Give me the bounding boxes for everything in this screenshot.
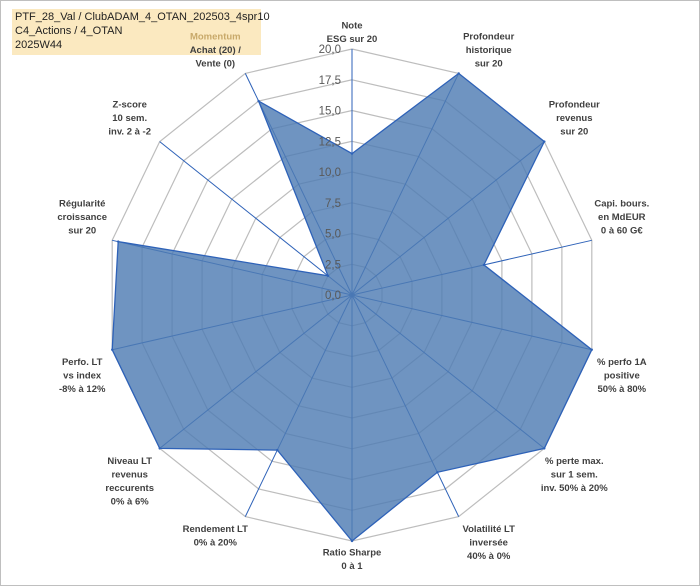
data-point: [111, 348, 114, 351]
axis-label-line: Note: [341, 21, 362, 32]
tick-label: 5,0: [325, 229, 341, 241]
axis-label: Niveau LT revenus reccurents 0% à 6%: [105, 456, 154, 508]
axis-label-line: Profondeur: [549, 100, 600, 111]
axis-label-line: Niveau LT: [107, 456, 152, 467]
axis-label-line: reccurents: [105, 483, 154, 494]
portfolio-title: PTF_28_Val / ClubADAM_4_OTAN_202503_4spr…: [15, 11, 270, 23]
data-point: [257, 99, 260, 103]
tick-label: 12,5: [319, 136, 341, 148]
data-point: [543, 447, 546, 450]
axis-label-line: Perfo. LT: [62, 357, 103, 368]
axis-label-line: historique: [466, 45, 512, 56]
data-point: [276, 448, 279, 452]
axis-label-line: inv. 50% à 20%: [541, 483, 608, 494]
axis-label: Momentum Achat (20) / Vente (0): [190, 31, 242, 69]
axis-label: Régularité croissance sur 20: [57, 198, 107, 236]
data-point: [158, 447, 161, 450]
axis-label-line: inversée: [469, 538, 508, 549]
axis-label-line: % perfo 1A: [597, 357, 647, 368]
axis-label-line: 0% à 20%: [194, 538, 238, 549]
axis-label-line: Ratio Sharpe: [323, 548, 382, 559]
axis-label-line: Vente (0): [195, 58, 235, 69]
axis-label-line: 0% à 6%: [111, 496, 150, 507]
axis-label-line: revenus: [556, 113, 592, 124]
axis-label-line: 40% à 0%: [467, 551, 511, 562]
axis-label-line: en MdEUR: [598, 212, 646, 223]
axis-label-line: Momentum: [190, 31, 241, 42]
axis-label: Profondeur historique sur 20: [463, 31, 514, 69]
axis-label: Rendement LT 0% à 20%: [183, 524, 248, 549]
tick-label: 15,0: [319, 106, 341, 118]
axis-label-line: 0 à 1: [341, 561, 363, 572]
axis-label-line: -8% à 12%: [59, 384, 106, 395]
axis-label-line: % perte max.: [545, 456, 604, 467]
axis-label: Perfo. LT vs index -8% à 12%: [59, 357, 106, 395]
axis-label-line: Profondeur: [463, 31, 514, 42]
axis-label-line: revenus: [111, 469, 147, 480]
axis-label-line: Rendement LT: [183, 524, 248, 535]
data-point: [543, 140, 546, 143]
data-point: [590, 348, 593, 351]
tick-label: 0,0: [325, 290, 341, 302]
axis-label-line: 0 à 60 G€: [601, 225, 643, 236]
axis-label-line: ESG sur 20: [327, 34, 378, 45]
axis-label-line: croissance: [57, 212, 107, 223]
data-point: [326, 274, 330, 277]
data-point: [350, 539, 354, 543]
axis-label-line: Régularité: [59, 198, 105, 209]
axis-label-line: vs index: [63, 371, 102, 382]
axis-label: % perte max. sur 1 sem. inv. 50% à 20%: [541, 456, 608, 494]
data-point: [350, 152, 354, 155]
axis-label: Capi. bours. en MdEUR 0 à 60 G€: [594, 198, 649, 236]
axis-label-line: positive: [604, 371, 640, 382]
tick-label: 17,5: [319, 75, 341, 87]
data-point: [457, 72, 460, 75]
axis-label-line: 10 sem.: [112, 113, 147, 124]
portfolio-subtitle: C4_Actions / 4_OTAN: [15, 25, 123, 37]
data-point: [482, 263, 486, 267]
axis-label: Ratio Sharpe 0 à 1: [323, 548, 382, 573]
tick-label: 20,0: [319, 44, 341, 56]
axis-label-line: Volatilité LT: [462, 524, 515, 535]
axis-label-line: inv. 2 à -2: [108, 127, 151, 138]
chart-title-box: [12, 9, 261, 55]
axis-label-line: Achat (20) /: [190, 45, 242, 56]
axis-spoke: [159, 141, 353, 296]
axis-label-line: Z-score: [113, 100, 147, 111]
axis-label: Z-score 10 sem. inv. 2 à -2: [108, 100, 151, 138]
axis-label-line: 50% à 80%: [598, 384, 647, 395]
tick-label: 7,5: [325, 198, 341, 210]
tick-label: 10,0: [319, 167, 341, 179]
axis-label-line: Capi. bours.: [594, 198, 649, 209]
data-point: [436, 471, 439, 474]
axis-label: Profondeur revenus sur 20: [549, 100, 600, 138]
axis-label: Volatilité LT inversée 40% à 0%: [462, 524, 515, 562]
axis-label-line: sur 20: [560, 127, 588, 138]
axis-label-line: sur 20: [475, 58, 503, 69]
data-point: [117, 240, 120, 243]
axis-label: % perfo 1A positive 50% à 80%: [597, 357, 647, 395]
axis-label-line: sur 1 sem.: [551, 469, 598, 480]
axis-label-line: sur 20: [68, 225, 96, 236]
tick-label: 2,5: [325, 259, 341, 271]
portfolio-week: 2025W44: [15, 39, 63, 51]
axis-label: Note ESG sur 20: [327, 21, 378, 46]
